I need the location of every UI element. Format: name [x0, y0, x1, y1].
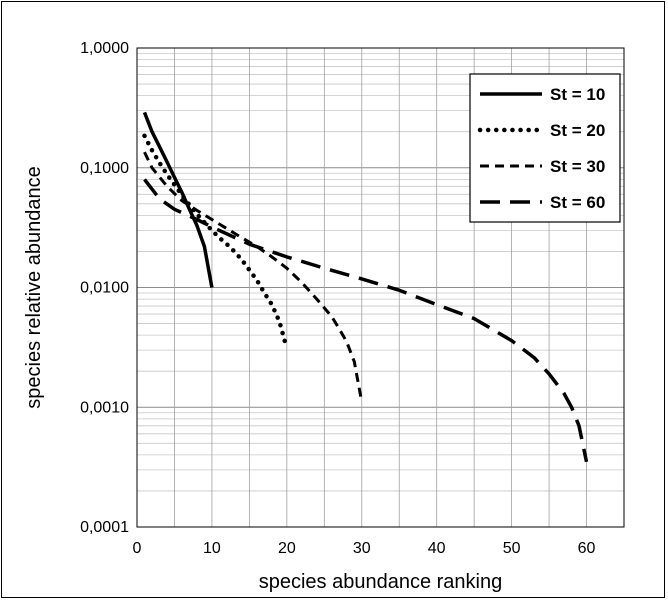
y-tick-label: 0,0100	[80, 280, 129, 297]
series-line-3	[143, 151, 364, 403]
legend-label: St = 20	[550, 121, 605, 140]
y-tick-label: 0,0010	[80, 399, 129, 416]
series-line-2	[142, 133, 290, 351]
y-tick-label: 0,0001	[80, 519, 129, 536]
legend-label: St = 10	[550, 85, 605, 104]
series-line-4	[143, 178, 589, 463]
x-tick-label: 30	[353, 540, 371, 557]
x-tick-label: 60	[578, 540, 596, 557]
axes	[136, 47, 625, 528]
y-tick-label: 1,0000	[80, 40, 129, 57]
series-lines	[142, 111, 589, 463]
x-tick-label: 40	[428, 540, 446, 557]
y-tick-label: 0,1000	[80, 160, 129, 177]
x-tick-label: 10	[203, 540, 221, 557]
plot-area-border	[136, 47, 625, 528]
x-tick-label: 20	[278, 540, 296, 557]
x-axis-label: species abundance ranking	[259, 571, 503, 593]
legend-box	[469, 73, 621, 223]
tick-labels: 0 10 20 30 40 50 60 0,0001 0,0010 0,0100 0,1000 1,0…	[80, 40, 595, 557]
y-axis-label: species relative abundance	[23, 166, 45, 408]
x-tick-label: 50	[503, 540, 521, 557]
legend: St = 10 St = 20 St = 30 St = 60	[469, 73, 621, 223]
legend-label: St = 30	[550, 157, 605, 176]
legend-label: St = 60	[550, 193, 605, 212]
line-chart: 0 10 20 30 40 50 60 0,0001 0,0010 0,0100 0,1000 1,0…	[23, 40, 625, 593]
series-line-1	[142, 111, 214, 288]
x-tick-label: 0	[133, 540, 142, 557]
